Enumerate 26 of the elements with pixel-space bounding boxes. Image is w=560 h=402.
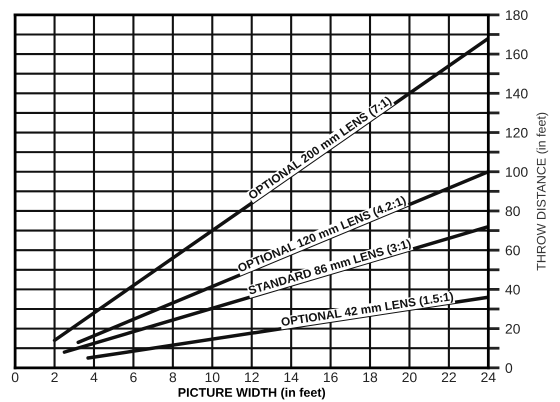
y-tick-label: 0: [506, 363, 512, 373]
y-axis-title: THROW DISTANCE (in feet): [536, 112, 548, 270]
x-tick-label: 14: [284, 372, 298, 382]
y-tick-label: 180: [506, 10, 528, 20]
x-axis-title: PICTURE WIDTH (in feet): [178, 388, 326, 400]
text: OPTIONAL 42 mm LENS (1.5:1): [280, 292, 454, 328]
y-tick-label: 140: [506, 88, 528, 98]
x-tick-label: 0: [12, 372, 18, 382]
x-tick-label: 12: [245, 372, 259, 382]
x-tick-label: 24: [481, 372, 496, 382]
y-tick-label: 80: [506, 206, 520, 216]
y-tick-label: 20: [506, 324, 520, 334]
x-tick-label: 8: [170, 372, 176, 382]
y-tick-label: 160: [506, 49, 528, 60]
x-tick-label: 18: [363, 372, 378, 382]
x-tick-label: 4: [90, 372, 98, 382]
x-tick-label: 10: [206, 372, 220, 382]
y-tick-label: 100: [506, 167, 528, 177]
y-tick-label: 40: [505, 284, 520, 295]
x-tick-label: 16: [324, 372, 338, 382]
x-tick-label: 22: [442, 372, 456, 382]
x-tick-label: 2: [51, 372, 58, 382]
x-tick-label: 20: [402, 372, 417, 382]
y-tick-label: 60: [506, 246, 520, 256]
y-tick-label: 120: [506, 128, 528, 138]
x-tick-label: 6: [130, 372, 137, 382]
